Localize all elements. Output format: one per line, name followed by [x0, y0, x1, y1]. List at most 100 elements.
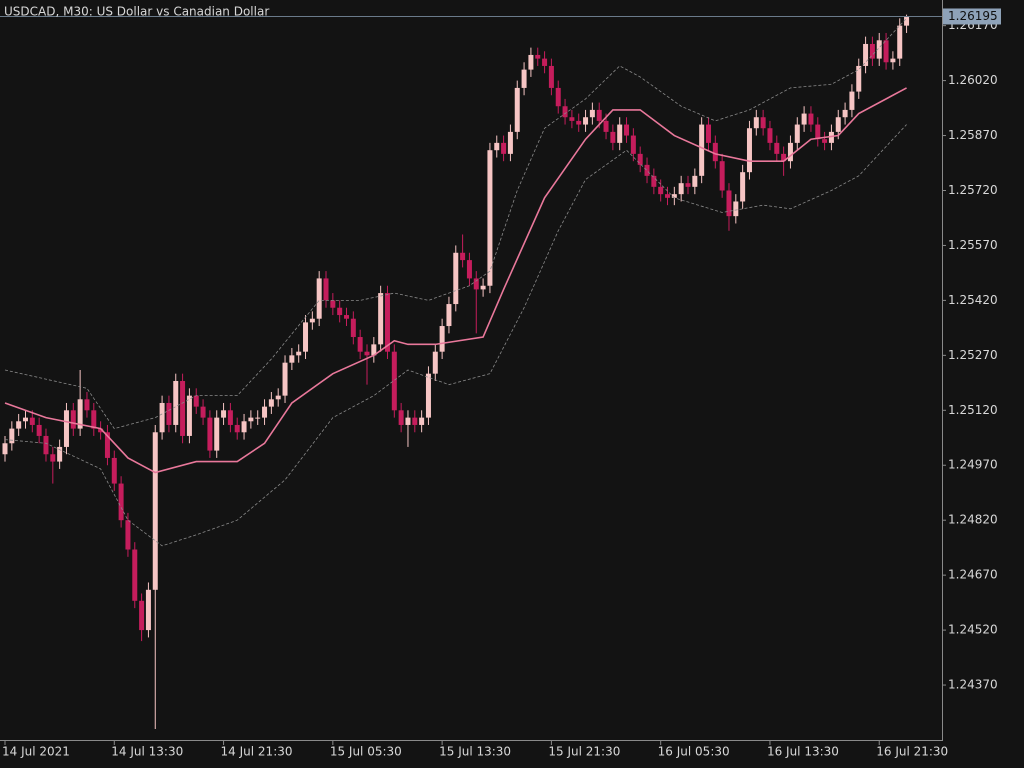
x-tick-label: 14 Jul 13:30 [111, 745, 183, 759]
candle-body [726, 190, 732, 217]
candle-body [364, 351, 370, 356]
x-tick-label: 15 Jul 13:30 [439, 745, 511, 759]
candle-body [521, 69, 527, 88]
candle-body [501, 142, 507, 154]
candle-body [473, 278, 479, 290]
candle-body [746, 128, 752, 173]
candle-body [132, 549, 138, 601]
candle-body [876, 40, 882, 59]
x-tick-label: 16 Jul 21:30 [876, 745, 948, 759]
candle-body [357, 337, 363, 352]
last-price-label: 1.26195 [948, 9, 998, 23]
candle-body [173, 380, 179, 425]
chart-title: USDCAD, M30: US Dollar vs Canadian Dolla… [4, 5, 269, 19]
y-tick-label: 1.25270 [948, 348, 998, 362]
candle-body [344, 315, 349, 319]
candle-body [296, 351, 302, 356]
candle-body [139, 600, 145, 631]
candle-body [740, 172, 746, 202]
candle-body [145, 589, 151, 631]
candle-body [569, 117, 575, 121]
candle-body [794, 124, 800, 143]
candle-body [371, 344, 377, 356]
candle-body [255, 417, 261, 419]
candle-body [227, 410, 233, 425]
candle-body [337, 307, 343, 316]
candle-body [268, 399, 274, 407]
candle-body [548, 65, 554, 88]
candle-body [651, 175, 657, 187]
candle-body [104, 432, 110, 458]
candle-body [425, 373, 431, 418]
candle-body [692, 175, 698, 187]
candle-body [330, 300, 336, 308]
candle-body [808, 113, 814, 125]
candle-body [234, 424, 240, 433]
y-tick-label: 1.24370 [948, 678, 998, 692]
candle-body [36, 424, 42, 436]
y-tick-label: 1.24520 [948, 623, 998, 637]
candle-body [685, 183, 691, 187]
candle-body [384, 293, 390, 352]
candle-body [453, 252, 459, 305]
candle-body [2, 443, 8, 455]
candle-body [22, 417, 28, 422]
candle-body [412, 417, 418, 425]
candle-body [221, 410, 227, 418]
candle-body [835, 117, 841, 132]
y-tick-label: 1.25120 [948, 403, 998, 417]
y-tick-label: 1.25720 [948, 183, 998, 197]
candle-body [665, 194, 671, 198]
candle-body [897, 25, 903, 59]
candle-body [466, 260, 472, 279]
candle-body [16, 421, 22, 429]
candle-body [842, 109, 848, 118]
candle-body [890, 58, 896, 63]
candle-body [200, 406, 206, 418]
candle-body [801, 113, 807, 125]
y-tick-label: 1.25420 [948, 293, 998, 307]
axes: 1.24370 1.24520 1.24670 1.24820 1.24970 1.251… [2, 8, 1001, 759]
candle-body [671, 194, 677, 198]
candle-body [98, 428, 104, 433]
candle-body [50, 454, 56, 462]
candle-body [480, 285, 486, 290]
candle-body [856, 65, 862, 92]
candle-body [589, 109, 595, 118]
candle-body [275, 395, 281, 400]
candle-body [494, 142, 500, 151]
candle-body [193, 395, 199, 407]
candle-body [787, 142, 793, 162]
candle-body [596, 109, 602, 121]
candle-body [29, 417, 35, 425]
candle-body [904, 16, 910, 26]
candle-body [166, 402, 172, 425]
x-tick-label: 15 Jul 21:30 [548, 745, 620, 759]
candle-body [180, 380, 186, 436]
candle-body [624, 124, 630, 136]
y-tick-label: 1.24970 [948, 458, 998, 472]
candle-body [446, 304, 452, 327]
candle-body [111, 457, 117, 484]
candle-body [350, 318, 356, 338]
candle-body [118, 483, 124, 521]
candle-body [262, 406, 268, 418]
candle-body [9, 428, 15, 444]
candle-body [241, 421, 247, 433]
candle-body [583, 117, 589, 125]
candle-body [733, 201, 739, 217]
y-tick-label: 1.24820 [948, 513, 998, 527]
candle-body [869, 43, 875, 59]
candle-body [77, 399, 83, 429]
candle-body [70, 410, 76, 429]
candle-body [309, 318, 315, 323]
candle-body [781, 153, 787, 162]
candle-body [282, 362, 288, 396]
candle-body [528, 54, 534, 70]
candle-body [883, 40, 889, 63]
candle-body [84, 399, 90, 411]
y-tick-label: 1.24670 [948, 568, 998, 582]
